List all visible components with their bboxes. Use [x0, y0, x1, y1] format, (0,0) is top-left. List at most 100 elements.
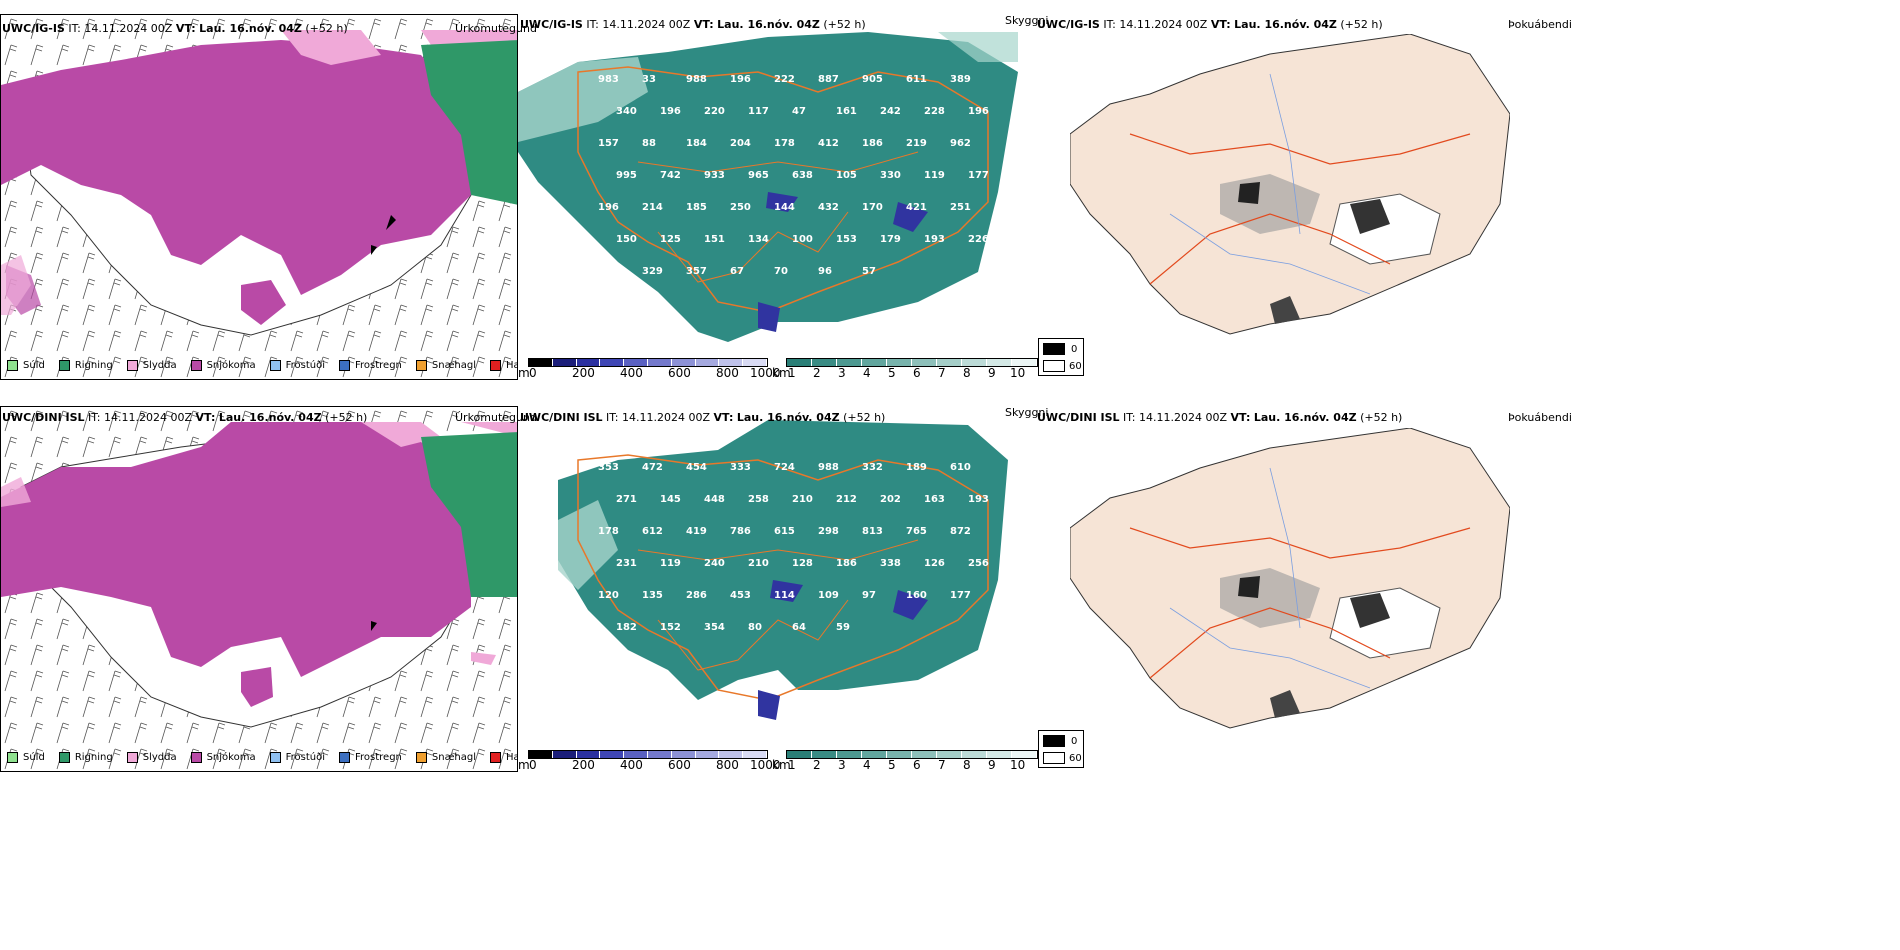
cloud-base-label: 80: [748, 622, 762, 633]
vis-tick: 1: [788, 366, 796, 380]
cloud-base-label: 220: [704, 106, 725, 117]
cloud-base-label: 995: [616, 170, 637, 181]
cloud-base-label: 119: [660, 558, 681, 569]
cloud-base-label: 144: [774, 202, 795, 213]
cloud-base-label: 117: [748, 106, 769, 117]
cloud-tick: 200: [572, 758, 595, 772]
cloud-base-label: 100: [792, 234, 813, 245]
legend-item: Frostúði: [269, 360, 325, 371]
cloud-base-label: 204: [730, 138, 751, 149]
cloud-base-label: 905: [862, 74, 883, 85]
vis-tick: 9: [988, 366, 996, 380]
cloud-title-row1: Skyggni: [1005, 14, 1049, 27]
cloud-tick: 1000: [750, 758, 781, 772]
cloud-base-label: 389: [950, 74, 971, 85]
cloud-base-label: 724: [774, 462, 795, 473]
cloud-unit: m: [518, 366, 530, 380]
vis-tick: 6: [913, 758, 921, 772]
precip-map: [1, 407, 517, 771]
legend-item: Súld: [7, 360, 45, 371]
vis-tick: 9: [988, 758, 996, 772]
cloud-base-label: 256: [968, 558, 989, 569]
fog-scale-min: 0: [1071, 736, 1078, 747]
cloud-base-label: 134: [748, 234, 769, 245]
cloud-base-label: 186: [862, 138, 883, 149]
cloud-base-label: 340: [616, 106, 637, 117]
cloud-base-label: 251: [950, 202, 971, 213]
precip-legend: Súld Rigning Slydda Snjókoma Frostúði Fr…: [7, 752, 517, 763]
cloud-base-label: 226: [968, 234, 989, 245]
fog-panel-row2: [1070, 428, 1510, 738]
cloud-base-label: 161: [836, 106, 857, 117]
cloud-base-label: 153: [836, 234, 857, 245]
legend-item: Snjókoma: [190, 360, 256, 371]
cloud-base-label: 412: [818, 138, 839, 149]
cloud-base-label: 145: [660, 494, 681, 505]
cloud-base-label: 196: [968, 106, 989, 117]
cloud-tick: 800: [716, 758, 739, 772]
fog-panel-row1: [1070, 34, 1510, 344]
cloud-base-label: 988: [818, 462, 839, 473]
cloud-base-label: 887: [818, 74, 839, 85]
cloud-base-label: 240: [704, 558, 725, 569]
cloud-base-label: 196: [660, 106, 681, 117]
vis-tick: 3: [838, 366, 846, 380]
visibility-scale: [786, 750, 1038, 759]
cloud-base-label: 152: [660, 622, 681, 633]
vis-tick: 8: [963, 758, 971, 772]
cloud-base-label: 231: [616, 558, 637, 569]
cloud-base-label: 333: [730, 462, 751, 473]
cloud-panel-row1: 983 33 988 196 222 887 905 611 389 340 196 220 117 47…: [518, 32, 1018, 384]
cloud-base-label: 163: [924, 494, 945, 505]
cloud-header-row1: UWC/IG-IS IT: 14.11.2024 00Z VT: Lau. 16…: [520, 18, 866, 31]
precip-legend: Súld Rigning Slydda Snjókoma Frostúði Fr…: [7, 360, 517, 371]
cloud-base-label: 96: [818, 266, 832, 277]
cloud-base-label: 610: [950, 462, 971, 473]
sleet-area: [281, 30, 381, 65]
vis-tick: 2: [813, 758, 821, 772]
cloud-base-label: 126: [924, 558, 945, 569]
cloud-base-label: 157: [598, 138, 619, 149]
cloud-map: 983 33 988 196 222 887 905 611 389 340 196 220 117 47…: [518, 32, 1018, 342]
fog-title-row1: Þokuábendi: [1508, 18, 1572, 31]
cloud-base-label: 338: [880, 558, 901, 569]
vis-unit: km: [772, 366, 791, 380]
vis-tick: 8: [963, 366, 971, 380]
cloud-base-label: 962: [950, 138, 971, 149]
cloud-base-label: 33: [642, 74, 656, 85]
cloud-base-label: 210: [792, 494, 813, 505]
cloud-base-label: 64: [792, 622, 806, 633]
cloud-tick: 800: [716, 366, 739, 380]
cloud-base-label: 332: [862, 462, 883, 473]
legend-item: Frostregn: [339, 752, 402, 763]
precip-header-row2: UWC/DINI ISL IT: 14.11.2024 00Z VT: Lau.…: [2, 411, 368, 424]
cloud-base-scale: [528, 358, 768, 367]
cloud-base-label: 109: [818, 590, 839, 601]
cloud-base-label: 210: [748, 558, 769, 569]
legend-item: Slydda: [126, 752, 177, 763]
cloud-base-label: 125: [660, 234, 681, 245]
cloud-base-label: 286: [686, 590, 707, 601]
cloud-base-label: 182: [616, 622, 637, 633]
cloud-tick: 400: [620, 758, 643, 772]
precip-title-row2: Úrkomutegund: [455, 411, 537, 424]
cloud-base-label: 611: [906, 74, 927, 85]
cloud-base-label: 212: [836, 494, 857, 505]
vis-tick: 5: [888, 758, 896, 772]
fog-map: [1070, 34, 1510, 335]
cloud-base-label: 258: [748, 494, 769, 505]
legend-item: Snjókoma: [190, 752, 256, 763]
vis-tick: 7: [938, 758, 946, 772]
precip-panel-row2: Súld Rigning Slydda Snjókoma Frostúði Fr…: [0, 406, 518, 772]
cloud-base-label: 105: [836, 170, 857, 181]
cloud-base-label: 177: [950, 590, 971, 601]
cloud-base-label: 88: [642, 138, 656, 149]
cloud-unit: m: [518, 758, 530, 772]
cloud-panel-row2: 353 472 454 333 724 988 332 189 610 271 145 448 258 2…: [518, 420, 1018, 772]
legend-item: Súld: [7, 752, 45, 763]
cloud-base-label: 357: [686, 266, 707, 277]
vis-tick: 4: [863, 758, 871, 772]
cloud-base-label: 872: [950, 526, 971, 537]
vis-tick: 7: [938, 366, 946, 380]
cloud-base-label: 765: [906, 526, 927, 537]
